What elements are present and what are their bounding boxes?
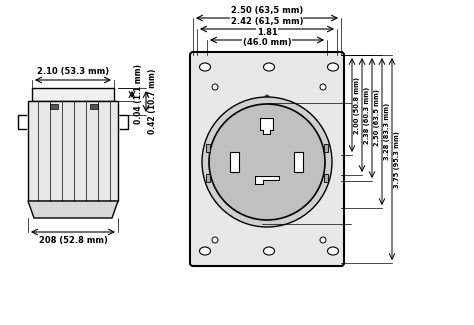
Bar <box>28 101 118 201</box>
Text: 208 (52.8 mm): 208 (52.8 mm) <box>38 236 108 245</box>
Ellipse shape <box>200 63 210 71</box>
Bar <box>32 88 114 101</box>
Text: 2.00 (50.8 mm): 2.00 (50.8 mm) <box>354 76 360 134</box>
Bar <box>294 152 303 172</box>
Bar <box>230 152 239 172</box>
Text: 3.75 (95.3 mm): 3.75 (95.3 mm) <box>394 131 400 188</box>
Circle shape <box>202 97 332 227</box>
Bar <box>206 144 210 152</box>
Circle shape <box>320 237 326 243</box>
Text: (46.0 mm): (46.0 mm) <box>243 38 292 47</box>
Bar <box>324 174 328 182</box>
Bar <box>90 104 98 109</box>
Text: 3.28 (83.3 mm): 3.28 (83.3 mm) <box>384 103 390 160</box>
Circle shape <box>320 84 326 90</box>
Polygon shape <box>255 176 279 184</box>
Text: 2.38 (60.3 mm): 2.38 (60.3 mm) <box>364 86 370 144</box>
Circle shape <box>212 84 218 90</box>
Text: 1.81: 1.81 <box>256 28 277 37</box>
Text: 0.42 (10.7 mm): 0.42 (10.7 mm) <box>148 69 157 134</box>
Bar <box>50 104 58 109</box>
Ellipse shape <box>328 63 338 71</box>
Ellipse shape <box>264 247 274 255</box>
Ellipse shape <box>264 63 274 71</box>
Circle shape <box>212 237 218 243</box>
Polygon shape <box>28 201 118 218</box>
Ellipse shape <box>328 247 338 255</box>
Text: 2.50 (63.5 mm): 2.50 (63.5 mm) <box>374 89 380 147</box>
Bar <box>324 144 328 152</box>
Polygon shape <box>261 118 273 134</box>
FancyBboxPatch shape <box>190 52 344 266</box>
Text: 2.50 (63,5 mm): 2.50 (63,5 mm) <box>231 6 303 15</box>
Ellipse shape <box>200 247 210 255</box>
Text: 2.42 (61,5 mm): 2.42 (61,5 mm) <box>231 17 303 26</box>
Text: 2.10 (53.3 mm): 2.10 (53.3 mm) <box>37 67 109 76</box>
Text: 0.04 (1.1 mm): 0.04 (1.1 mm) <box>134 64 143 124</box>
Circle shape <box>209 104 325 220</box>
Bar <box>206 174 210 182</box>
Circle shape <box>265 95 269 99</box>
